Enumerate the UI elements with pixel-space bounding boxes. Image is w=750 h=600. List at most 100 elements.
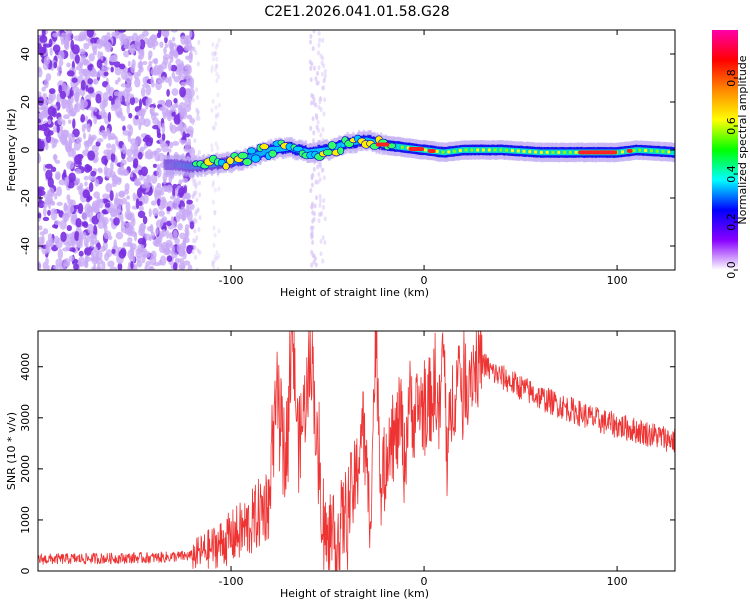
noise-blob bbox=[180, 81, 187, 87]
noise-blob bbox=[127, 60, 131, 67]
ridge-halo bbox=[171, 155, 174, 175]
ridge-core bbox=[644, 148, 648, 152]
noise-blob bbox=[172, 140, 180, 147]
noise-blob bbox=[148, 55, 152, 61]
signal-ridge bbox=[163, 129, 675, 178]
ridge-core bbox=[661, 150, 665, 154]
noise-blob bbox=[215, 112, 219, 118]
noise-blob bbox=[309, 125, 313, 131]
noise-blob bbox=[111, 181, 117, 188]
noise-blob bbox=[314, 76, 318, 82]
ridge-inner bbox=[652, 148, 655, 154]
noise-blob bbox=[311, 138, 315, 144]
noise-blob bbox=[168, 232, 173, 240]
ridge-inner bbox=[503, 147, 507, 154]
noise-blob bbox=[52, 44, 61, 53]
noise-blob bbox=[162, 172, 168, 182]
noise-blob bbox=[118, 93, 123, 103]
noise-blob bbox=[194, 211, 198, 217]
noise-blob bbox=[48, 237, 55, 248]
noise-blob bbox=[70, 96, 74, 104]
noise-blob bbox=[52, 264, 60, 270]
noise-blob bbox=[118, 191, 125, 198]
ridge-inner bbox=[462, 147, 465, 153]
noise-blob bbox=[309, 225, 313, 231]
noise-blob bbox=[121, 69, 128, 81]
noise-blob bbox=[128, 225, 135, 235]
noise-blob bbox=[91, 144, 99, 153]
noise-blob bbox=[65, 175, 70, 187]
ridge-inner bbox=[249, 154, 252, 161]
noise-blob bbox=[322, 197, 326, 203]
x-tick-label: -100 bbox=[219, 575, 244, 588]
noise-blob bbox=[194, 254, 198, 260]
noise-blob bbox=[123, 43, 132, 50]
ridge-core bbox=[424, 148, 428, 152]
noise-blob bbox=[93, 246, 98, 253]
noise-blob bbox=[91, 42, 97, 51]
noise-blob bbox=[198, 180, 202, 186]
noise-blob bbox=[316, 119, 320, 125]
noise-blob bbox=[66, 160, 75, 170]
ridge-inner bbox=[480, 147, 484, 153]
ridge-inner bbox=[542, 149, 545, 156]
noise-blob bbox=[191, 177, 195, 183]
noise-blob bbox=[148, 208, 152, 218]
noise-blob bbox=[94, 178, 100, 187]
noise-blob bbox=[195, 87, 199, 93]
ridge-inner bbox=[446, 149, 449, 155]
noise-blob bbox=[179, 232, 187, 240]
ridge-outer bbox=[197, 162, 200, 173]
noise-blob bbox=[56, 93, 61, 103]
noise-blob bbox=[38, 139, 43, 150]
noise-blob bbox=[84, 254, 89, 264]
noise-blob bbox=[68, 133, 76, 144]
noise-blob bbox=[196, 208, 200, 214]
noise-blob bbox=[310, 262, 314, 268]
noise-blob bbox=[62, 212, 70, 222]
ridge-inner bbox=[175, 161, 178, 168]
colorbar-tick-label: 0.4 bbox=[725, 165, 738, 183]
noise-blob bbox=[84, 181, 88, 187]
noise-blob bbox=[149, 266, 154, 270]
noise-blob bbox=[148, 60, 153, 66]
ridge-outer bbox=[168, 159, 171, 170]
colorbar-tick-label: 0.2 bbox=[725, 213, 738, 231]
ridge-inner bbox=[521, 148, 524, 155]
noise-blob bbox=[217, 186, 221, 192]
noise-blob bbox=[96, 213, 101, 220]
y-axis-label: SNR (10 * v/v) bbox=[5, 412, 18, 490]
ridge-inner bbox=[265, 148, 268, 155]
noise-blob bbox=[85, 37, 91, 42]
ridge-inner bbox=[339, 142, 342, 149]
noise-blob bbox=[310, 204, 314, 210]
noise-blob bbox=[38, 118, 42, 124]
ridge-inner bbox=[532, 149, 536, 155]
ridge-outer bbox=[185, 161, 188, 172]
noise-blob bbox=[105, 83, 111, 95]
noise-blob bbox=[137, 151, 143, 160]
noise-blob bbox=[196, 94, 200, 100]
noise-blob bbox=[214, 105, 218, 111]
noise-blob bbox=[38, 186, 45, 192]
noise-blob bbox=[93, 78, 97, 85]
noise-blob bbox=[137, 210, 146, 219]
noise-blob bbox=[176, 195, 181, 206]
ridge-inner bbox=[266, 148, 269, 155]
noise-blob bbox=[129, 173, 134, 178]
noise-blob bbox=[321, 167, 325, 173]
noise-blob bbox=[65, 30, 73, 37]
noise-blob bbox=[107, 260, 115, 268]
ridge-outer bbox=[173, 158, 177, 170]
noise-blob bbox=[58, 50, 65, 61]
ridge-outer bbox=[164, 159, 167, 170]
noise-blob bbox=[71, 77, 78, 83]
noise-blob bbox=[148, 236, 152, 242]
noise-blob bbox=[132, 217, 136, 227]
ridge-inner bbox=[530, 148, 533, 155]
noise-blob bbox=[320, 71, 324, 77]
x-tick-label: 100 bbox=[607, 575, 628, 588]
figure-title: C2E1.2026.041.01.58.G28 bbox=[264, 4, 449, 20]
noise-blob bbox=[52, 224, 59, 229]
